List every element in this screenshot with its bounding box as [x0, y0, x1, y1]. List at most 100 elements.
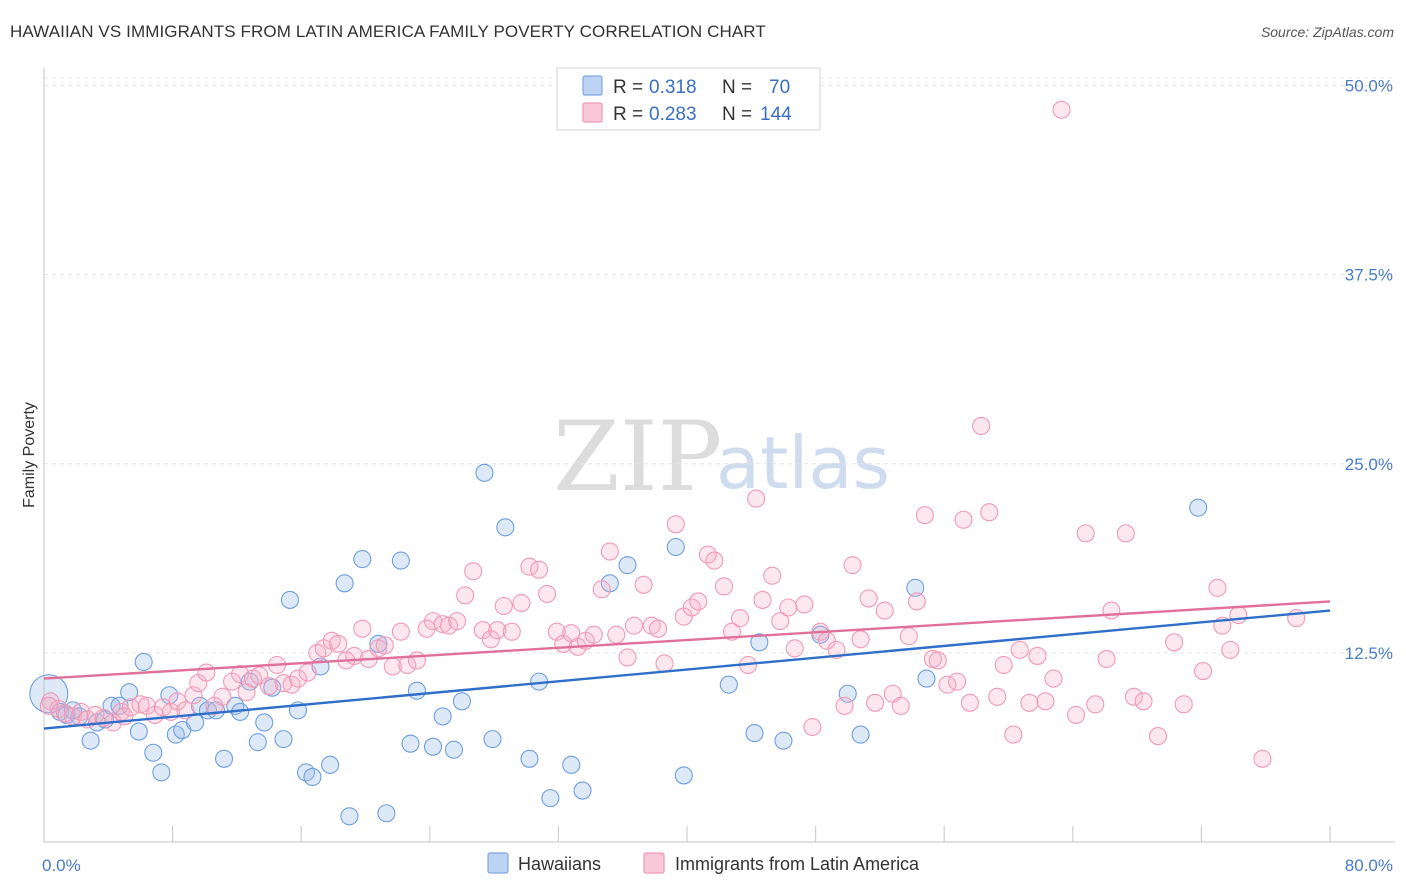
latin-america-point: [866, 693, 885, 712]
hawaiians-point: [618, 556, 637, 575]
latin-america-point: [624, 616, 644, 635]
hawaiians-point: [214, 749, 234, 768]
latin-america-point: [827, 640, 846, 659]
chart-title: HAWAIIAN VS IMMIGRANTS FROM LATIN AMERIC…: [10, 22, 766, 41]
hawaiians-trend-line: [43, 609, 1331, 730]
latin-america-point: [1116, 524, 1135, 543]
latin-america-point: [705, 551, 724, 570]
latin-america-point: [456, 586, 475, 605]
latin-america-point: [407, 651, 426, 670]
hawaiians-point: [496, 518, 515, 537]
latin-america-point: [448, 612, 467, 631]
latin-america-point: [785, 639, 804, 658]
hawaiians-point: [144, 743, 163, 762]
latin-america-point: [607, 625, 626, 644]
latin-america-point: [1102, 601, 1121, 620]
hawaiians-point: [240, 672, 259, 691]
latin-america-point: [795, 595, 814, 614]
watermark-atlas: atlas: [716, 421, 890, 505]
legend-r-value-hawaiians: 0.318: [649, 77, 697, 98]
latin-america-point: [954, 510, 973, 529]
hawaiians-point: [353, 550, 372, 569]
hawaiians-point: [719, 675, 738, 694]
hawaiians-point: [475, 463, 494, 482]
x-tick-label-max: 80.0%: [1345, 856, 1393, 875]
latin-america-point: [618, 648, 637, 667]
hawaiians-point: [851, 725, 870, 744]
latin-america-point: [1229, 606, 1248, 625]
latin-america-point: [1086, 695, 1105, 714]
latin-america-point: [948, 672, 967, 691]
legend-r-label: R =: [613, 77, 643, 98]
latin-america-point: [1036, 692, 1055, 711]
bottom-legend-label-latin-america: Immigrants from Latin America: [675, 854, 920, 874]
latin-america-point: [972, 416, 991, 436]
latin-america-point: [538, 584, 557, 603]
hawaiians-point: [838, 684, 857, 703]
latin-america-point: [994, 655, 1013, 675]
legend-n-value-latin-america: 144: [760, 104, 792, 125]
hawaiians-point: [745, 724, 764, 743]
latin-america-point: [1076, 524, 1095, 543]
hawaiians-point: [562, 755, 581, 774]
latin-america-point: [859, 589, 878, 608]
hawaiians-point: [129, 722, 148, 741]
latin-america-point: [960, 693, 979, 712]
hawaiians-point: [263, 678, 282, 697]
latin-america-point: [1004, 725, 1023, 744]
bottom-legend-swatch-hawaiians: [487, 852, 509, 874]
latin-america-point: [1253, 749, 1272, 768]
y-tick-label: 25.0%: [1345, 455, 1393, 474]
latin-america-point: [843, 556, 862, 575]
latin-america-point: [689, 592, 708, 611]
latin-america-point: [753, 590, 772, 609]
latin-america-point: [39, 696, 58, 715]
latin-america-point: [714, 577, 734, 596]
hawaiians-point: [573, 781, 592, 800]
y-tick-labels: 12.5% 25.0% 37.5% 50.0%: [1345, 77, 1393, 663]
latin-america-point: [980, 503, 999, 522]
source-label: Source: ZipAtlas.com: [1260, 24, 1394, 40]
latin-america-point: [634, 575, 653, 594]
hawaiians-point: [774, 731, 793, 750]
latin-america-point: [71, 702, 91, 721]
hawaiians-point: [81, 731, 100, 750]
y-tick-label: 12.5%: [1345, 644, 1393, 663]
latin-america-point: [502, 622, 521, 641]
latin-america-point: [1010, 640, 1029, 659]
axes: [43, 68, 1395, 843]
hawaiians-point: [296, 763, 316, 782]
latin-america-point: [197, 663, 216, 682]
latin-america-point: [481, 630, 500, 649]
legend-n-label: N =: [722, 77, 752, 98]
hawaiians-point: [280, 590, 299, 609]
hawaiians-point: [1189, 498, 1208, 517]
latin-america-trend-line: [43, 600, 1331, 680]
hawaiians-point: [340, 807, 359, 826]
latin-america-point: [184, 686, 203, 705]
hawaiians-point: [483, 730, 502, 749]
hawaiians-point: [377, 804, 396, 823]
latin-america-point: [649, 619, 668, 638]
watermark-zip: ZIP: [553, 401, 722, 513]
hawaiians-point: [369, 634, 388, 653]
latin-america-point: [666, 515, 685, 534]
latin-america-point: [763, 566, 782, 585]
latin-america-point: [600, 542, 619, 561]
latin-america-point: [298, 663, 317, 682]
latin-america-point: [49, 699, 68, 718]
bottom-legend-label-hawaiians: Hawaiians: [518, 854, 601, 874]
latin-america-point: [259, 677, 279, 696]
latin-america-point: [213, 687, 232, 706]
latin-america-point: [1134, 692, 1153, 711]
latin-america-point: [938, 675, 957, 694]
latin-america-point: [584, 625, 603, 644]
latin-america-point: [464, 562, 483, 581]
latin-america-point: [375, 636, 394, 655]
latin-america-point: [747, 489, 766, 508]
hawaiians-point: [750, 633, 769, 652]
hawaiians-point: [666, 537, 685, 557]
latin-america-point: [530, 560, 549, 579]
legend-swatch-hawaiians: [582, 75, 603, 96]
